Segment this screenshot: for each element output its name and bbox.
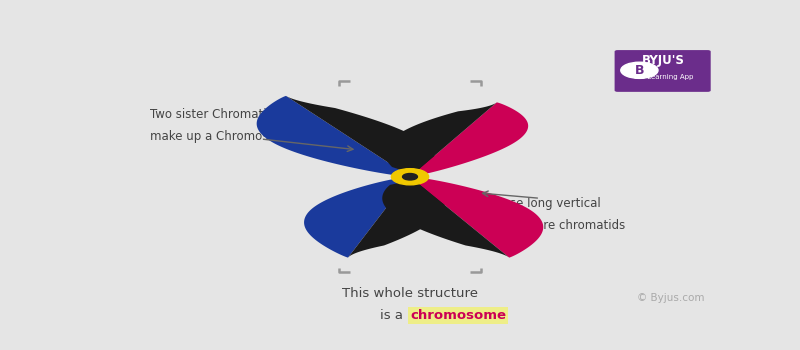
Polygon shape <box>286 96 434 177</box>
Polygon shape <box>385 102 497 177</box>
Polygon shape <box>410 177 543 258</box>
Text: © Byjus.com: © Byjus.com <box>637 293 705 303</box>
Polygon shape <box>257 96 410 177</box>
Polygon shape <box>348 177 445 258</box>
Circle shape <box>402 174 418 180</box>
Text: chromosome: chromosome <box>410 309 506 322</box>
Text: is a: is a <box>380 309 407 322</box>
Text: This whole structure: This whole structure <box>342 287 478 301</box>
Polygon shape <box>410 102 528 177</box>
Text: BYJU'S: BYJU'S <box>642 54 684 67</box>
Circle shape <box>621 62 658 78</box>
Text: strands are chromatids: strands are chromatids <box>487 219 625 232</box>
Circle shape <box>391 169 429 185</box>
FancyBboxPatch shape <box>614 50 710 92</box>
Text: The Learning App: The Learning App <box>632 74 694 80</box>
Polygon shape <box>382 177 510 258</box>
Text: B: B <box>634 64 644 77</box>
Polygon shape <box>304 177 410 258</box>
Text: These long vertical: These long vertical <box>487 197 600 210</box>
Text: make up a Chromosome: make up a Chromosome <box>150 130 294 143</box>
Text: Two sister Chromatids: Two sister Chromatids <box>150 108 280 121</box>
